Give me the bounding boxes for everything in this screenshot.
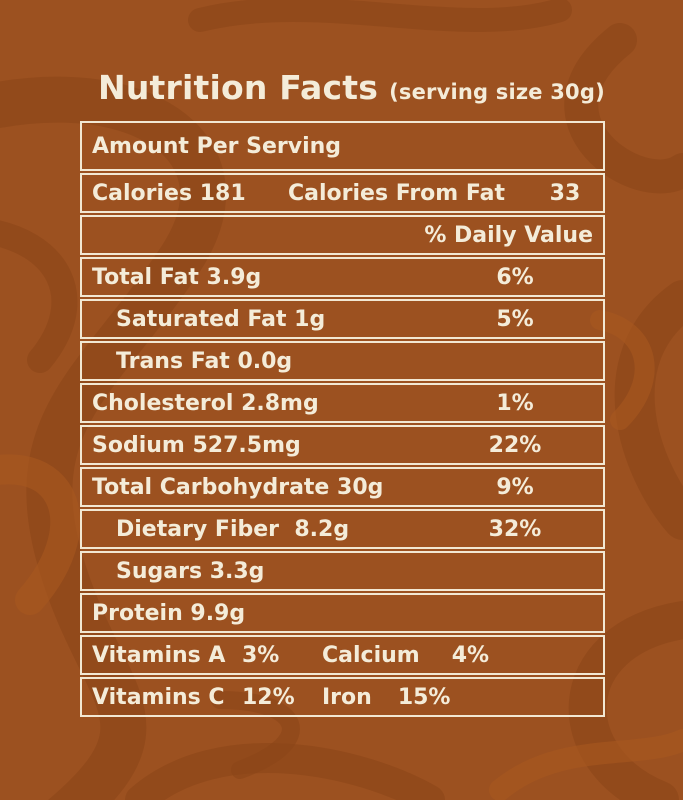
nutrition-facts-table: Amount Per Serving Calories 181 Calories… xyxy=(80,121,605,719)
table-row-sugars: Sugars 3.3g xyxy=(80,551,605,591)
table-row-dietary-fiber: Dietary Fiber 8.2g 32% xyxy=(80,509,605,549)
nutrient-name: Trans Fat 0.0g xyxy=(116,348,293,374)
nutrient-percent: 22% xyxy=(488,432,542,458)
nutrient-name: Total Fat 3.9g xyxy=(92,264,262,290)
vitamin-c-label: Vitamins C xyxy=(92,684,225,710)
nutrient-name: Protein 9.9g xyxy=(92,600,246,626)
nutrient-percent: 6% xyxy=(496,264,534,290)
page-title: Nutrition Facts (serving size 30g) xyxy=(98,68,658,107)
iron-value: 15% xyxy=(397,684,451,710)
amount-per-serving-row: Amount Per Serving xyxy=(80,121,605,171)
table-row-vitamins-a-calcium: Vitamins A 3% Calcium 4% xyxy=(80,635,605,675)
calories-row: Calories 181 Calories From Fat 33 xyxy=(80,173,605,213)
table-row-sodium: Sodium 527.5mg 22% xyxy=(80,425,605,465)
nutrient-percent: 1% xyxy=(496,390,534,416)
table-row-protein: Protein 9.9g xyxy=(80,593,605,633)
vitamin-c-value: 12% xyxy=(242,684,295,710)
calcium-value: 4% xyxy=(451,642,490,668)
daily-value-header-row: % Daily Value xyxy=(80,215,605,255)
table-row-vitamins-c-iron: Vitamins C 12% Iron 15% xyxy=(80,677,605,717)
iron-label: Iron xyxy=(322,684,372,710)
table-row-cholesterol: Cholesterol 2.8mg 1% xyxy=(80,383,605,423)
calories-from-fat-value: 33 xyxy=(549,180,581,206)
nutrient-percent: 5% xyxy=(496,306,534,332)
calcium-label: Calcium xyxy=(322,642,420,668)
nutrient-percent: 32% xyxy=(488,516,542,542)
vitamin-a-label: Vitamins A xyxy=(92,642,226,668)
nutrient-name: Cholesterol 2.8mg xyxy=(92,390,319,416)
vitamin-a-value: 3% xyxy=(242,642,280,668)
title-text: Nutrition Facts xyxy=(98,68,379,107)
table-row-saturated-fat: Saturated Fat 1g 5% xyxy=(80,299,605,339)
nutrient-name: Sodium 527.5mg xyxy=(92,432,301,458)
calories-from-fat-label: Calories From Fat xyxy=(288,180,505,206)
calories-label: Calories 181 xyxy=(92,180,246,206)
amount-per-serving-label: Amount Per Serving xyxy=(92,133,342,159)
nutrient-percent: 9% xyxy=(496,474,534,500)
daily-value-header-label: % Daily Value xyxy=(424,222,593,248)
serving-size-text: (serving size 30g) xyxy=(389,80,605,104)
table-row-total-carbohydrate: Total Carbohydrate 30g 9% xyxy=(80,467,605,507)
table-row-trans-fat: Trans Fat 0.0g xyxy=(80,341,605,381)
nutrient-name: Dietary Fiber 8.2g xyxy=(116,516,350,542)
nutrient-name: Saturated Fat 1g xyxy=(116,306,326,332)
nutrient-name: Total Carbohydrate 30g xyxy=(92,474,384,500)
nutrient-name: Sugars 3.3g xyxy=(116,558,265,584)
table-row-total-fat: Total Fat 3.9g 6% xyxy=(80,257,605,297)
